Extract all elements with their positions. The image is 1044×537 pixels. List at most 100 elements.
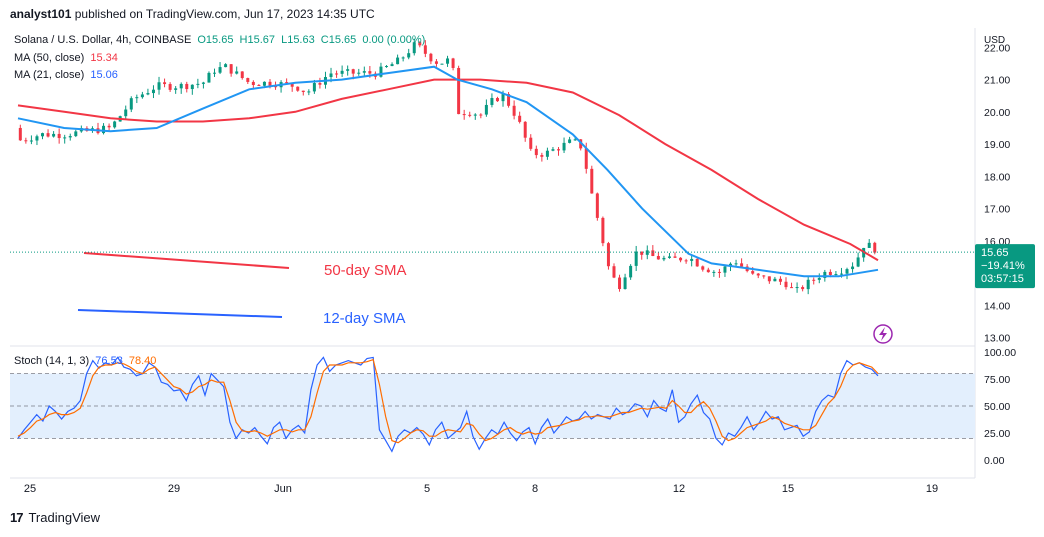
- candle-body: [623, 277, 627, 290]
- candle-body: [634, 251, 638, 266]
- candle-body: [534, 148, 538, 156]
- candle-body: [507, 94, 511, 106]
- candle-body: [801, 287, 805, 290]
- candle-body: [695, 258, 699, 267]
- candle-body: [484, 104, 488, 115]
- candle-body: [318, 83, 322, 85]
- candle-body: [357, 72, 361, 74]
- candle-body: [734, 263, 738, 265]
- ma21-legend[interactable]: MA (21, close) 15.06: [14, 69, 121, 81]
- price-tick-label: 19.00: [984, 139, 1010, 151]
- candle-body: [645, 250, 649, 255]
- candle-body: [806, 279, 810, 290]
- candle-body: [540, 155, 544, 157]
- ma50-line: [17, 78, 879, 262]
- candle-body: [679, 257, 683, 261]
- ma50-legend[interactable]: MA (50, close) 15.34: [14, 52, 121, 64]
- candle-body: [312, 83, 316, 92]
- price-box-change: −19.41%: [981, 260, 1025, 272]
- candle-body: [296, 86, 300, 91]
- candle-body: [107, 125, 111, 128]
- symbol-legend: Solana / U.S. Dollar, 4h, COINBASE O15.6…: [14, 34, 428, 46]
- candle-body: [251, 81, 255, 85]
- candle-body: [396, 57, 400, 65]
- time-tick-label: 12: [673, 483, 685, 495]
- candle-body: [18, 127, 22, 141]
- candle-body: [24, 140, 28, 142]
- candle-body: [113, 121, 117, 128]
- candle-body: [518, 115, 522, 122]
- ma50-label: MA (50, close): [14, 52, 85, 64]
- candle-body: [601, 217, 605, 244]
- stoch-tick-label: 25.00: [984, 428, 1010, 440]
- stoch-d-value: 78.40: [128, 355, 157, 367]
- candle-body: [240, 71, 244, 79]
- stoch-d-line: [17, 358, 879, 444]
- stoch-tick-label: 75.00: [984, 374, 1010, 386]
- candle-body: [418, 42, 422, 46]
- candle-body: [124, 109, 128, 117]
- candle-body: [684, 260, 688, 262]
- candle-body: [423, 45, 427, 54]
- candle-body: [429, 53, 433, 62]
- candle-body: [235, 71, 239, 74]
- ohlc-open: O15.65: [197, 34, 234, 46]
- candle-body: [673, 256, 677, 258]
- ohlc-close: C15.65: [320, 34, 357, 46]
- tradingview-logo-icon: 17: [10, 510, 24, 525]
- lightning-icon-bolt: [879, 327, 887, 341]
- candle-body: [751, 271, 755, 274]
- annotation-50-day-line: [83, 252, 290, 269]
- candle-body: [379, 66, 383, 77]
- candle-body: [46, 133, 50, 137]
- candle-body: [196, 83, 200, 85]
- candle-body: [290, 83, 294, 87]
- candle-body: [185, 83, 189, 90]
- chart-canvas[interactable]: USD22.0021.0020.0019.0018.0017.0016.0015…: [0, 28, 1044, 510]
- candle-body: [778, 278, 782, 282]
- price-tick-label: 20.00: [984, 107, 1010, 119]
- stoch-legend[interactable]: Stoch (14, 1, 3) 76.53 78.40: [14, 355, 159, 367]
- candle-body: [335, 73, 339, 75]
- stoch-tick-label: 50.00: [984, 401, 1010, 413]
- candle-body: [285, 82, 289, 84]
- lightning-icon: [873, 324, 893, 344]
- annotation-12-day-line: [77, 309, 283, 318]
- candle-body: [57, 133, 61, 139]
- candle-body: [557, 149, 561, 151]
- candle-body: [490, 98, 494, 105]
- lightning-icon-ring: [873, 324, 893, 344]
- ma50-value: 15.34: [90, 52, 118, 64]
- tradingview-footer[interactable]: 17 TradingView: [10, 510, 100, 525]
- candle-body: [457, 67, 461, 115]
- candle-body: [773, 278, 777, 282]
- symbol-title[interactable]: Solana / U.S. Dollar, 4h, COINBASE: [14, 34, 192, 46]
- stoch-k-value: 76.53: [95, 355, 123, 367]
- candle-body: [479, 114, 483, 116]
- price-tick-label: 18.00: [984, 171, 1010, 183]
- currency-label: USD: [984, 35, 1005, 46]
- candle-body: [784, 281, 788, 288]
- candle-body: [651, 250, 655, 257]
- candle-body: [562, 142, 566, 151]
- candle-body: [407, 53, 411, 58]
- candle-body: [790, 287, 794, 289]
- candle-body: [246, 78, 250, 82]
- price-tick-label: 22.00: [984, 42, 1010, 54]
- candle-body: [845, 269, 849, 274]
- candle-body: [229, 64, 233, 74]
- candle-body: [867, 242, 871, 248]
- time-tick-label: 25: [24, 483, 36, 495]
- publisher-username[interactable]: analyst101: [10, 7, 72, 21]
- candle-body: [157, 82, 161, 90]
- candle-body: [462, 114, 466, 116]
- ohlc-change: 0.00 (0.00%): [362, 34, 426, 46]
- stoch-band: [10, 373, 975, 439]
- candle-body: [828, 271, 832, 275]
- candle-body: [174, 88, 178, 90]
- stoch-tick-label: 100.00: [984, 347, 1016, 359]
- price-tick-label: 13.00: [984, 333, 1010, 345]
- published-text: published on TradingView.com, Jun 17, 20…: [74, 7, 375, 21]
- time-tick-label: 15: [782, 483, 794, 495]
- candle-body: [690, 258, 694, 261]
